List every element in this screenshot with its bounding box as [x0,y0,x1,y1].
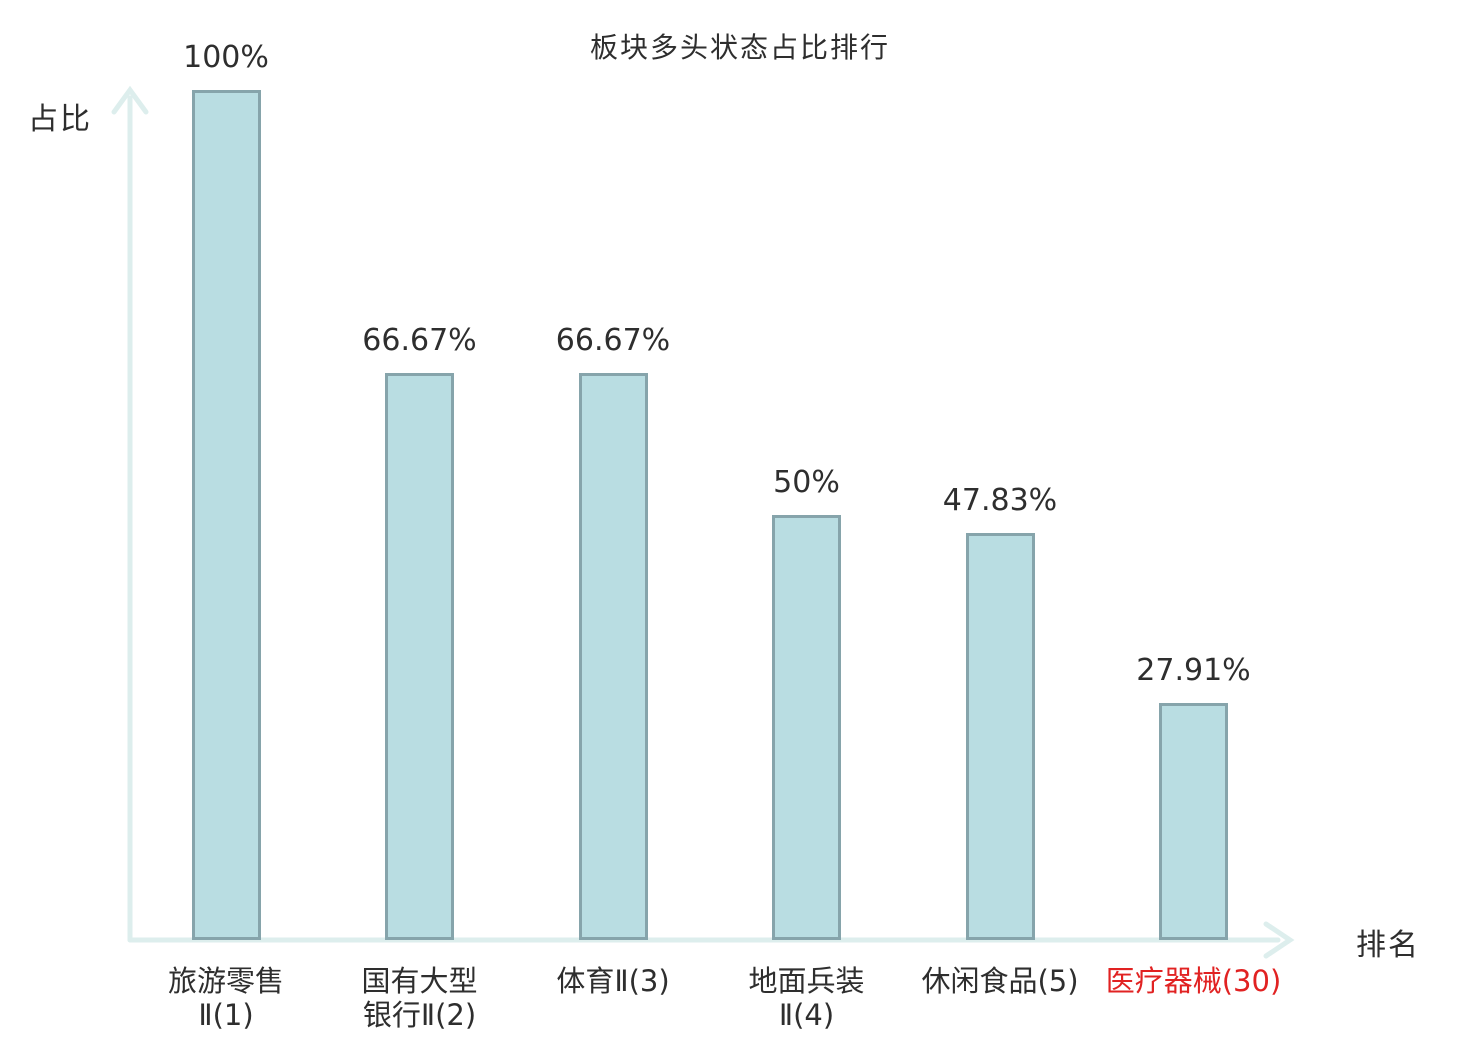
bar-value-label: 27.91% [1136,653,1251,688]
category-label-line: 国有大型 [361,964,478,998]
category-label-line: 体育Ⅱ(3) [556,964,670,998]
bar [965,533,1035,940]
bar [1159,703,1228,940]
bar-value-label: 66.67% [362,323,477,358]
bar [578,373,648,940]
category-label: 体育Ⅱ(3) [473,964,753,998]
y-axis-label: 占比 [28,102,92,137]
x-axis-arrow-icon [1263,921,1295,959]
bar-value-label: 47.83% [942,483,1058,518]
bar [772,515,841,940]
chart-title: 板块多头状态占比排行 [589,31,890,64]
category-label-line: 地面兵装 [748,964,865,998]
category-label: 旅游零售 Ⅱ(1) [86,964,366,1032]
category-label: 地面兵装 Ⅱ(4) [667,964,947,1032]
bar-value-label: 50% [773,465,840,500]
category-label-line: 医疗器械(30) [1105,964,1282,998]
category-label-line: Ⅱ(1) [198,998,254,1032]
category-label: 医疗器械(30) [1054,964,1334,998]
bar-value-label: 66.67% [555,323,671,358]
bar [385,373,454,940]
category-label-line: 银行Ⅱ(2) [362,998,477,1032]
category-label: 国有大型 银行Ⅱ(2) [280,964,560,1032]
category-label-line: Ⅱ(4) [778,998,835,1032]
x-axis-label: 排名 [1356,928,1420,963]
bar-value-label: 100% [183,40,269,75]
category-label-line: 休闲食品(5) [921,964,1079,998]
category-label: 休闲食品(5) [860,964,1140,998]
bar [191,90,261,940]
y-axis-arrow-icon [111,85,149,115]
category-label-line: 旅游零售 [167,964,284,998]
